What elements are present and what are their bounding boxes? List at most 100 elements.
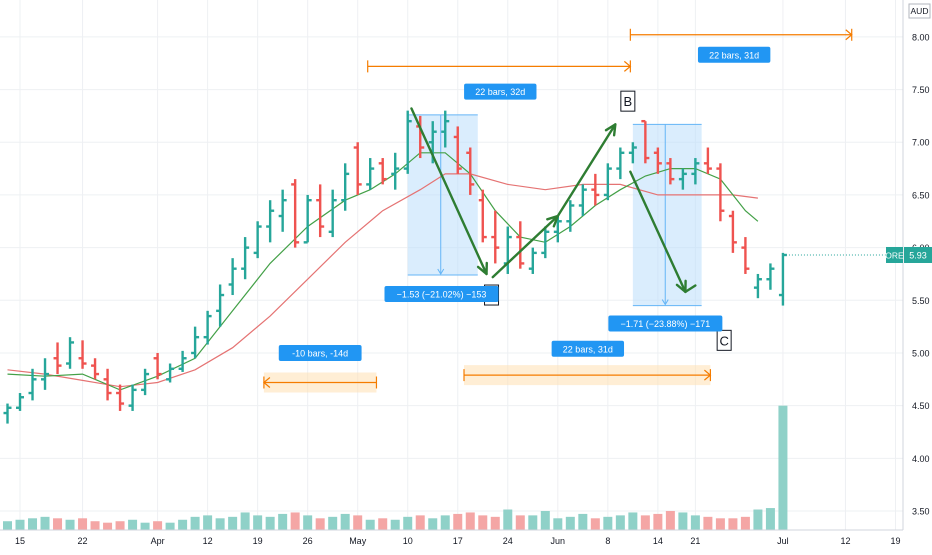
last-price-label: 5.93 — [909, 250, 927, 260]
volume-bar — [728, 518, 738, 530]
ohlc-bar — [103, 368, 112, 401]
volume-bar — [353, 515, 363, 530]
price-axis-panel — [903, 0, 932, 550]
trend-arrow-up-2-head — [604, 123, 617, 137]
ohlc-bar — [641, 119, 650, 164]
annotation-label-c: C — [719, 333, 728, 348]
symbol-label: ORE — [885, 250, 904, 260]
volume-bar — [603, 516, 613, 530]
trend-arrow-down-1-head — [476, 261, 488, 276]
annotation-label-c-box — [716, 329, 732, 351]
x-tick-label: 14 — [653, 536, 663, 546]
ohlc-bar — [378, 158, 387, 185]
volume-bar — [365, 519, 375, 530]
ohlc-bar — [528, 247, 537, 274]
volume-bar — [453, 513, 463, 530]
y-tick-label: 8.00 — [912, 32, 930, 42]
ohlc-bar — [603, 163, 612, 201]
range-label-2: 22 bars, 31d — [709, 50, 759, 60]
ohlc-bar — [716, 163, 725, 222]
last-price-badge — [904, 246, 932, 263]
trend-arrow-tail — [684, 284, 697, 294]
volume-bar — [765, 508, 775, 530]
y-tick-label: 4.50 — [912, 401, 930, 411]
volume-bar — [128, 519, 138, 530]
volume-bar — [653, 513, 663, 530]
ohlc-bar — [341, 163, 350, 211]
x-tick-label: 8 — [605, 536, 610, 546]
ohlc-bar — [353, 142, 362, 195]
volume-bar — [315, 518, 325, 530]
volume-bar — [253, 515, 263, 530]
ohlc-bar — [766, 263, 775, 290]
ohlc-bar — [141, 368, 150, 396]
volume-bar — [778, 405, 788, 530]
measure-label-1: −1.53 (−21.02%) −153 — [397, 289, 487, 299]
volume-bar — [90, 521, 100, 530]
volume-bar — [240, 512, 250, 530]
ohlc-bar — [541, 226, 550, 259]
ohlc-bar — [653, 147, 662, 174]
volume-bar — [178, 519, 188, 530]
volume-bar — [590, 518, 600, 530]
volume-bar — [215, 518, 225, 530]
x-tick-label: Jul — [777, 536, 789, 546]
x-tick-label: 12 — [840, 536, 850, 546]
volume-bar — [703, 516, 713, 530]
ohlc-bar — [53, 342, 62, 375]
range-label-1: 22 bars, 32d — [475, 87, 525, 97]
ohlc-bar — [241, 237, 250, 280]
ohlc-bar — [266, 200, 275, 243]
volume-bar — [578, 513, 588, 530]
volume-bar — [190, 516, 200, 530]
volume-bar — [440, 515, 450, 530]
measure-tool-1-arrowhead — [437, 268, 445, 275]
volume-bar — [640, 515, 650, 530]
volume-bar — [615, 515, 625, 530]
volume-bar — [340, 513, 350, 530]
volume-bar — [328, 516, 338, 530]
y-tick-label: 7.50 — [912, 85, 930, 95]
x-tick-label: 24 — [503, 536, 513, 546]
date-range-2-arrowhead — [845, 29, 853, 41]
x-tick-label: 19 — [253, 536, 263, 546]
volume-bar — [390, 519, 400, 530]
volume-bar — [403, 516, 413, 530]
currency-badge[interactable] — [908, 3, 931, 19]
volume-bar — [565, 516, 575, 530]
price-bars-layer — [3, 110, 787, 424]
ohlc-bar — [403, 110, 412, 174]
ohlc-bar — [278, 189, 287, 232]
ohlc-bar — [253, 221, 262, 259]
ohlc-bar — [128, 384, 137, 411]
range-label-3-bg — [551, 340, 625, 357]
volume-bar — [140, 522, 150, 530]
ohlc-bar — [616, 147, 625, 180]
time-axis-panel — [0, 530, 932, 550]
ohlc-bar — [691, 158, 700, 185]
volume-bar — [153, 521, 163, 530]
volume-bar — [515, 515, 525, 530]
ohlc-bar — [3, 403, 12, 424]
y-tick-label: 4.00 — [912, 454, 930, 464]
volume-bar — [53, 518, 63, 530]
ohlc-bar — [703, 147, 712, 174]
annotation-label-b: B — [624, 94, 633, 109]
ohlc-bar — [216, 284, 225, 327]
ohlc-bar — [191, 326, 200, 359]
volume-bar — [428, 518, 438, 530]
volume-bar — [203, 515, 213, 530]
date-range-1-arrowhead — [623, 60, 632, 72]
ohlc-bar — [491, 210, 500, 264]
y-tick-label: 5.50 — [912, 296, 930, 306]
volume-bar — [715, 518, 725, 530]
trend-arrow-up-1 — [491, 214, 560, 279]
y-tick-label: 3.50 — [912, 507, 930, 517]
measure-label-2-bg — [608, 315, 723, 332]
x-tick-label: 26 — [303, 536, 313, 546]
volume-bar — [528, 515, 538, 530]
date-range-3-arrowhead — [704, 369, 712, 381]
volume-bar — [478, 515, 488, 530]
